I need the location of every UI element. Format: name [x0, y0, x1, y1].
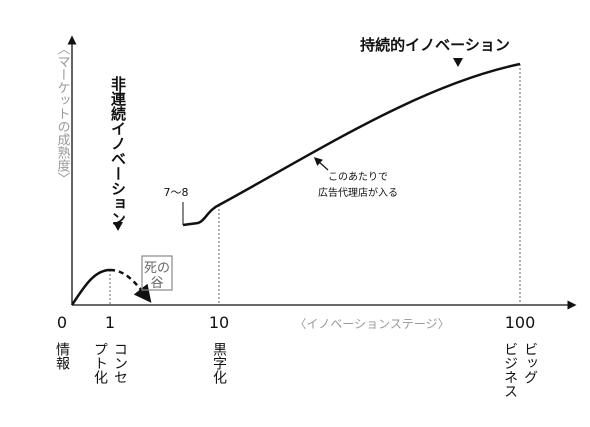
sustaining-label: 持続的イノベーション — [360, 36, 510, 54]
agency-arrow — [313, 157, 329, 171]
triangle — [453, 58, 463, 67]
sustaining-curve — [182, 62, 521, 227]
agency-label: このあたりで — [328, 171, 388, 183]
range-label: 7〜8 — [164, 186, 189, 199]
disruptive-label: 非連続イノベーション — [109, 75, 127, 226]
disruptive-curve — [70, 268, 111, 306]
tick-label: 黒字化 — [211, 342, 227, 385]
guides — [109, 64, 521, 305]
agency-label: 広告代理店が入る — [318, 186, 398, 199]
decline-curve — [109, 268, 152, 303]
valley-label: 谷 — [150, 276, 163, 291]
tick-number: 1 — [105, 313, 115, 332]
tick-label: コンセ — [112, 342, 128, 384]
tick-number: 10 — [209, 313, 229, 332]
valley-label: 死の — [144, 261, 170, 276]
y-axis-label: 〈マーケットの成熟度〉 — [55, 42, 71, 185]
tick-number: 100 — [505, 313, 536, 332]
tick-number: 0 — [57, 313, 67, 332]
triangle — [113, 222, 123, 231]
valley-box — [141, 255, 173, 291]
x-axis-label: 〈イノベーションステージ〉 — [294, 317, 449, 331]
tick-label: 情報 — [54, 342, 70, 370]
tick-label: ビッグ — [522, 342, 538, 384]
tick-label: プト化 — [92, 342, 108, 385]
tick-label: ビジネス — [502, 342, 518, 398]
